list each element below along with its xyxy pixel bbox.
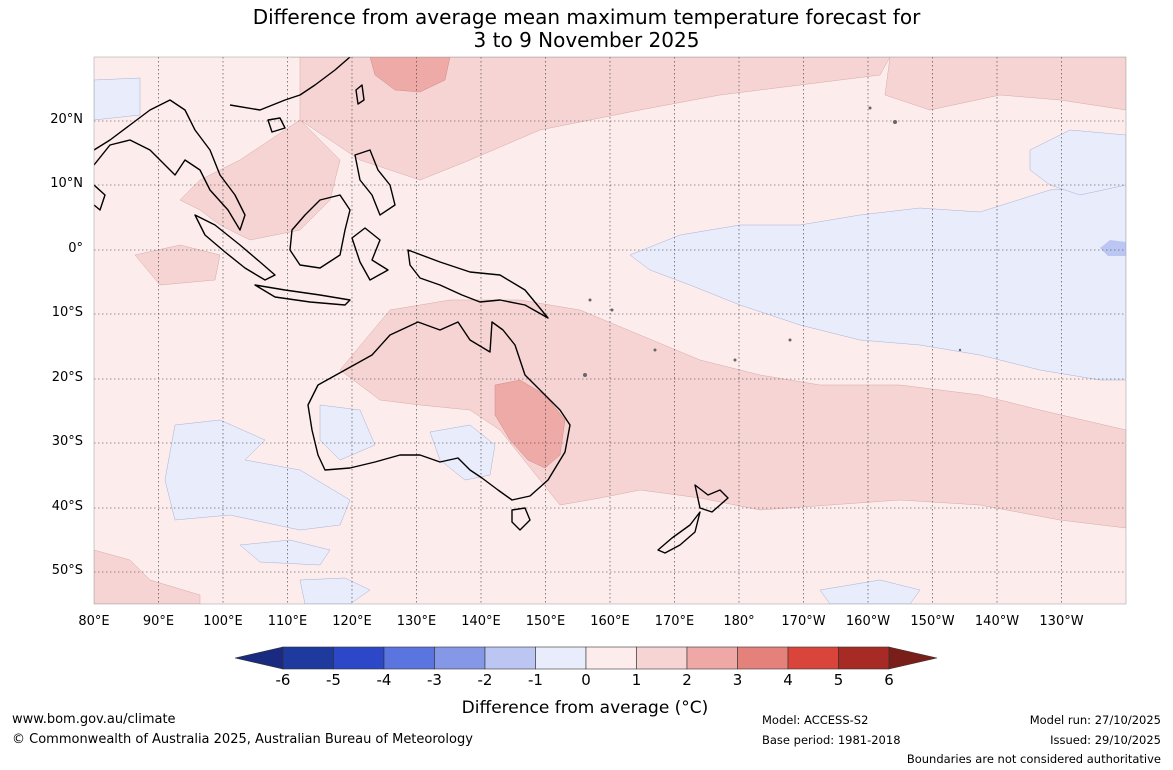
coast-taiwan <box>355 84 365 105</box>
y-tick-20s: 20°S <box>51 370 83 385</box>
colorbar-swatch-3 <box>434 646 486 670</box>
colorbar-label-4: 4 <box>783 671 793 689</box>
boundaries-disclaimer: Boundaries are not considered authoritat… <box>906 752 1161 766</box>
anomaly-region-pacific-minus1-to-0 <box>629 184 1126 381</box>
colorbar-high-arrow <box>888 646 938 670</box>
model-name: Model: ACCESS-S2 <box>762 713 869 727</box>
coastlines <box>94 57 729 554</box>
colorbar-label-minus6: -6 <box>275 671 291 689</box>
coast-java <box>254 284 351 306</box>
model-run-date: Model run: 27/10/2025 <box>1029 713 1161 727</box>
anomaly-region-sw-australia-minus1-to-0 <box>319 404 376 461</box>
colorbar-label-minus3: -3 <box>427 671 442 689</box>
colorbar-swatch-10 <box>787 646 839 670</box>
x-tick-170w: 170°W <box>781 614 826 629</box>
anomaly-region-north-2-to-3 <box>369 57 451 93</box>
x-tick-100e: 100°E <box>203 614 243 629</box>
x-tick-140e: 140°E <box>461 614 501 629</box>
colorbar-low-arrow <box>234 646 284 670</box>
y-tick-30s: 30°S <box>51 434 83 449</box>
map-title-line2: 3 to 9 November 2025 <box>473 28 700 52</box>
y-tick-0: 0° <box>68 241 83 256</box>
x-tick-130w: 130°W <box>1039 614 1084 629</box>
colorbar-label-minus5: -5 <box>326 671 341 689</box>
y-tick-40s: 40°S <box>51 499 83 514</box>
coast-china <box>229 57 351 111</box>
anomaly-region-bight-minus1-to-0 <box>429 424 496 481</box>
anomaly-region-east-pacific-minus2-to-minus1 <box>1100 240 1126 256</box>
coast-new-zealand-south <box>657 511 701 554</box>
colorbar-label-1: 1 <box>631 671 642 689</box>
y-tick-20n: 20°N <box>50 112 83 127</box>
x-tick-130e: 130°E <box>396 614 437 629</box>
colorbar-label-3: 3 <box>732 671 743 689</box>
anomaly-region-east-australia-2-to-3 <box>494 379 566 469</box>
colorbar-swatch-11 <box>838 646 890 670</box>
x-tick-180: 180° <box>723 614 755 629</box>
anomaly-region-indian-1-to-2 <box>134 244 221 286</box>
graticule <box>94 57 1126 604</box>
colorbar-swatch-6 <box>585 646 637 670</box>
y-tick-10n: 10°N <box>50 176 83 191</box>
x-tick-140w: 140°W <box>974 614 1020 629</box>
coast-tasmania <box>511 507 531 531</box>
colorbar-swatch-0 <box>282 646 334 670</box>
coast-sulawesi <box>351 227 389 281</box>
x-tick-90e: 90°E <box>142 614 175 629</box>
colorbar <box>234 646 938 670</box>
anomaly-region-ne-pacific-minus1-to-0 <box>1029 129 1126 196</box>
colorbar-title: Difference from average (°C) <box>461 698 709 718</box>
coast-new-guinea <box>407 249 549 319</box>
x-tick-120e: 120°E <box>332 614 372 629</box>
x-tick-110e: 110°E <box>267 614 308 629</box>
colorbar-swatch-2 <box>383 646 435 670</box>
y-tick-50s: 50°S <box>51 563 83 578</box>
coast-new-zealand-north <box>694 484 729 513</box>
x-tick-150w: 150°W <box>910 614 955 629</box>
x-tick-160e: 160°E <box>590 614 630 629</box>
x-tick-170e: 170°E <box>654 614 695 629</box>
colorbar-swatch-8 <box>686 646 738 670</box>
anomaly-region-indian-minus1-to-0 <box>164 419 351 531</box>
coast-philippines <box>354 149 396 216</box>
coast-hainan <box>267 117 286 133</box>
coast-india <box>94 184 106 211</box>
anomaly-region-australia-1-to-2 <box>339 299 1126 529</box>
anomaly-region-maritime-1-to-2 <box>179 119 341 241</box>
colorbar-swatch-5 <box>535 646 587 670</box>
x-tick-80e: 80°E <box>78 614 110 629</box>
coast-se-asia <box>94 99 246 231</box>
colorbar-label-minus2: -2 <box>477 671 493 689</box>
x-tick-160w: 160°W <box>845 614 891 629</box>
anomaly-region-south-minus1-to-0 <box>94 77 921 604</box>
anomaly-region-north-1-to-2 <box>290 57 1126 181</box>
website-link[interactable]: www.bom.gov.au/climate <box>12 712 176 727</box>
coast-sumatra <box>194 214 276 281</box>
base-period: Base period: 1981-2018 <box>762 733 901 747</box>
colorbar-label-2: 2 <box>682 671 692 689</box>
colorbar-swatch-4 <box>484 646 536 670</box>
copyright-text: © Commonwealth of Australia 2025, Austra… <box>12 732 473 747</box>
x-tick-150e: 150°E <box>525 614 566 629</box>
anomaly-region-south-1-to-2 <box>94 549 201 604</box>
coast-australia <box>307 321 571 501</box>
coast-borneo <box>289 194 351 269</box>
colorbar-swatch-1 <box>333 646 385 670</box>
map-title-line1: Difference from average mean maximum tem… <box>252 5 921 29</box>
colorbar-label-0: 0 <box>581 671 591 689</box>
colorbar-swatch-9 <box>737 646 789 670</box>
issued-date: Issued: 29/10/2025 <box>1050 733 1161 747</box>
small-islands <box>583 106 962 377</box>
colorbar-label-6: 6 <box>884 671 894 689</box>
colorbar-label-minus1: -1 <box>528 671 543 689</box>
y-tick-10s: 10°S <box>51 305 83 320</box>
colorbar-label-minus4: -4 <box>376 671 392 689</box>
colorbar-swatch-7 <box>636 646 688 670</box>
colorbar-label-5: 5 <box>833 671 844 689</box>
